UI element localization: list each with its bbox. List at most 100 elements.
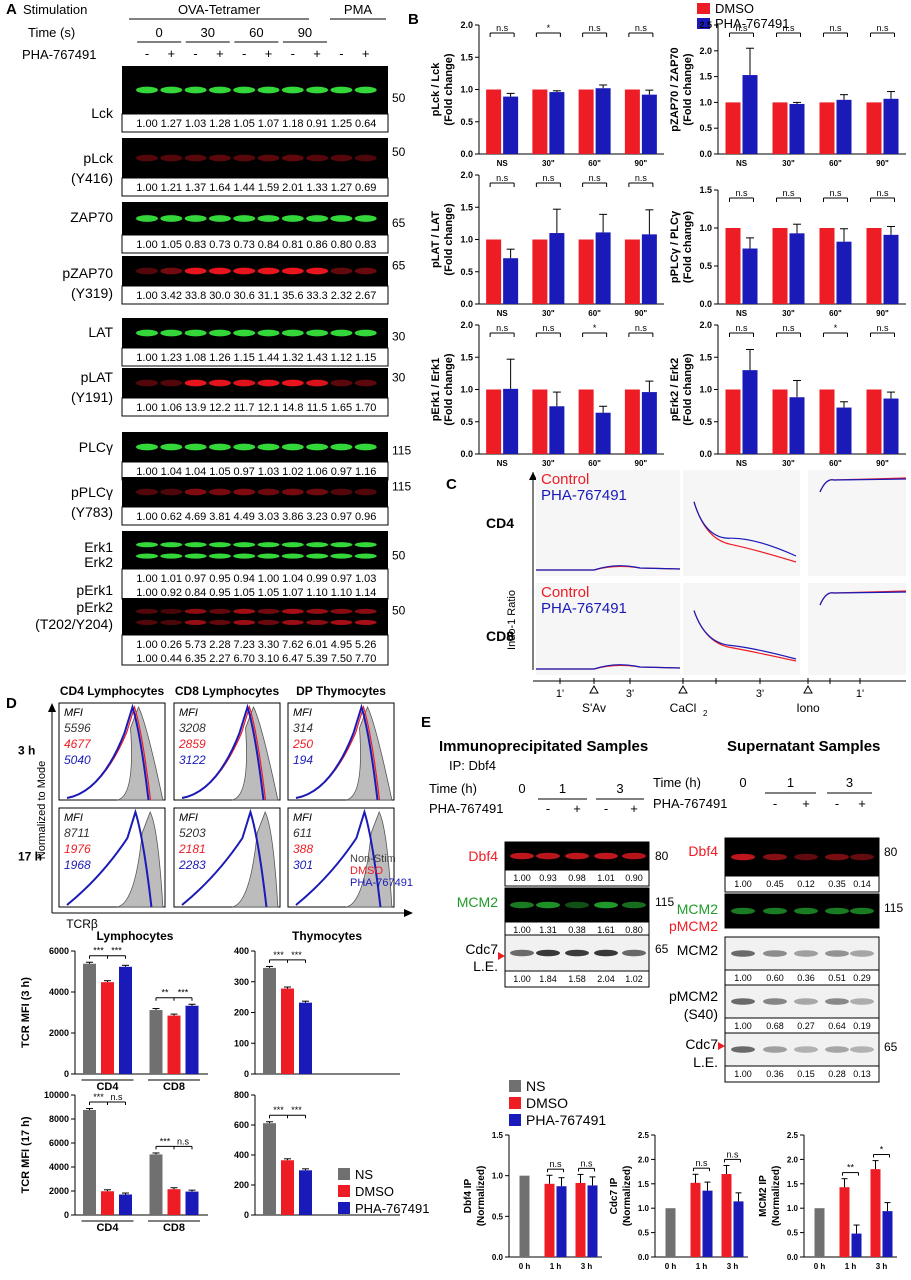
y-tick-label: 1.5 bbox=[460, 52, 473, 62]
significance-label: n.s bbox=[542, 323, 555, 333]
chart-pLck / Lck: 0.0 0.5 1.0 1.5 2.0 pLck / Lck (Fold change) NS… bbox=[430, 20, 664, 168]
blot-band bbox=[233, 267, 256, 275]
blot-band bbox=[136, 488, 158, 496]
blot-band bbox=[354, 86, 377, 94]
mfi-value: 8711 bbox=[64, 826, 90, 840]
event-triangle bbox=[678, 684, 688, 694]
x-tick-label: 3 h bbox=[727, 1262, 739, 1271]
blot-band bbox=[184, 619, 207, 626]
d-x-arrowhead bbox=[404, 909, 413, 917]
blot-band bbox=[594, 901, 618, 909]
blot-band bbox=[184, 329, 207, 337]
y-tick-label: 0.5 bbox=[460, 117, 473, 127]
blot-band bbox=[306, 553, 329, 559]
quant-value: 1.01 bbox=[597, 873, 615, 883]
y-axis-label2: (Fold change) bbox=[443, 53, 455, 125]
bar-pha bbox=[595, 88, 611, 154]
y-axis-label: pPLCγ / PLCγ bbox=[669, 210, 681, 283]
column-title: DP Thymocytes bbox=[296, 684, 386, 698]
mw-marker: 115 bbox=[655, 895, 674, 909]
x-tick-label: 90" bbox=[876, 159, 889, 168]
mfi-label: MFI bbox=[293, 707, 312, 719]
event-label-CaCl: CaCl bbox=[670, 701, 697, 715]
mfi-label: MFI bbox=[179, 707, 198, 719]
non-stim-histogram bbox=[117, 811, 164, 908]
quant-value: 1.25 bbox=[331, 118, 352, 130]
blot-band bbox=[160, 379, 183, 387]
x-tick-label: 3 h bbox=[581, 1262, 593, 1271]
y-tick-label: 1.5 bbox=[638, 1180, 650, 1189]
panel-d-letter: D bbox=[6, 695, 17, 712]
bar-dmso bbox=[725, 389, 741, 454]
blot-band bbox=[136, 619, 158, 626]
quant-value: 1.31 bbox=[539, 925, 557, 935]
drug-label: PHA-767491 bbox=[429, 801, 503, 816]
y-tick-label: 2.0 bbox=[699, 46, 712, 56]
time-30: 30 bbox=[201, 25, 215, 40]
quant-value: 1.10 bbox=[331, 587, 352, 599]
x-tick-label: 60" bbox=[588, 159, 601, 168]
x-tick-label: 60" bbox=[588, 459, 601, 468]
y-axis-label2: (Normalized) bbox=[476, 1166, 487, 1227]
blot-band bbox=[330, 215, 353, 222]
quant-box bbox=[121, 634, 389, 666]
mfi-value: 3122 bbox=[179, 753, 206, 767]
quant-value: 1.00 bbox=[136, 182, 157, 194]
y-tick-label: 0.5 bbox=[460, 417, 473, 427]
bar-legend-label-NS: NS bbox=[355, 1167, 373, 1182]
quant-value: 6.47 bbox=[282, 653, 303, 665]
mfi-value: 388 bbox=[293, 842, 313, 856]
y-tick-label: 1.0 bbox=[787, 1204, 799, 1213]
blot-band bbox=[763, 907, 787, 915]
y-tick-label: 0.0 bbox=[699, 299, 712, 309]
blot-band bbox=[184, 542, 207, 548]
d-x-label: TCRβ bbox=[66, 917, 98, 931]
treatment-sign: + bbox=[168, 46, 176, 61]
quant-value: 0.36 bbox=[766, 1069, 784, 1079]
ip-bar-chart-Dbf4 IP: 0.0 0.5 1.0 1.5 Dbf4 IP (Normalized) 0 h 1 h n.s… bbox=[463, 1131, 602, 1271]
sup-blot-label-Cdc7: Cdc7 bbox=[685, 1036, 718, 1052]
blot-band bbox=[281, 608, 304, 614]
e-legend-label-DMSO: DMSO bbox=[526, 1095, 568, 1111]
significance-label: *** bbox=[93, 946, 104, 956]
blot-band bbox=[536, 852, 560, 860]
non-stim-histogram bbox=[232, 706, 279, 801]
quant-value: 0.97 bbox=[233, 466, 254, 478]
row-label-CD4: CD4 bbox=[486, 515, 514, 531]
bar-dmso bbox=[624, 389, 640, 454]
sup-blot-label-pMCM2: pMCM2 bbox=[669, 988, 718, 1004]
blot-band bbox=[281, 267, 304, 275]
blot-band bbox=[281, 542, 304, 548]
mfi-value: 611 bbox=[293, 826, 312, 840]
ip-subtitle: IP: Dbf4 bbox=[449, 758, 496, 773]
blot-band bbox=[160, 215, 183, 222]
quant-value: 30.0 bbox=[209, 290, 230, 302]
blot-band bbox=[281, 443, 304, 451]
bar-DMSO bbox=[167, 1189, 181, 1215]
quant-value: 1.04 bbox=[185, 466, 206, 478]
blot-band bbox=[536, 901, 560, 909]
significance-label: n.s bbox=[726, 1149, 739, 1159]
quant-value: 0.38 bbox=[568, 925, 586, 935]
ip-bar-chart-Cdc7 IP: 0.0 0.5 1.0 1.5 2.0 2.5 Cdc7 IP (Normalized) 0 h… bbox=[609, 1131, 748, 1271]
time-h-label: Time (h) bbox=[653, 775, 701, 790]
blot-band bbox=[306, 488, 329, 496]
mw-marker: 65 bbox=[392, 259, 406, 273]
blot-band bbox=[794, 907, 818, 915]
quant-value: 1.05 bbox=[161, 239, 182, 251]
blot-band bbox=[184, 215, 207, 222]
quant-value: 1.05 bbox=[233, 118, 254, 130]
significance-label: n.s bbox=[735, 188, 748, 198]
bar-pha bbox=[789, 103, 805, 154]
significance-label: * bbox=[547, 23, 551, 33]
group-label-CD8: CD8 bbox=[163, 1222, 185, 1234]
quant-value: 1.32 bbox=[282, 352, 303, 364]
histogram-curve-PHA-767491 bbox=[66, 703, 150, 801]
mw-marker: 65 bbox=[392, 216, 406, 230]
y-axis-label: TCR MFI (3 h) bbox=[20, 977, 32, 1048]
y-tick-label: 2.5 bbox=[638, 1131, 650, 1140]
quant-value: 0.83 bbox=[355, 239, 376, 251]
y-tick-label: 2000 bbox=[49, 1186, 69, 1196]
significance-label: n.s bbox=[635, 173, 648, 183]
y-axis-label: TCR MFI (17 h) bbox=[20, 1116, 32, 1193]
